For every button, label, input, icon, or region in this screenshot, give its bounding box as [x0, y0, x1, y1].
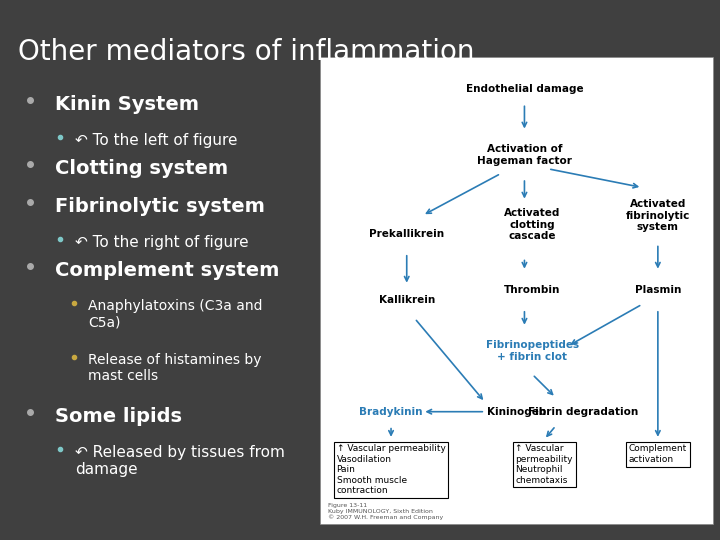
Text: Prekallikrein: Prekallikrein: [369, 229, 444, 239]
Text: ↑ Vascular permeability
Vasodilation
Pain
Smooth muscle
contraction: ↑ Vascular permeability Vasodilation Pai…: [336, 444, 446, 495]
Bar: [320, 57, 713, 524]
Text: ↶ To the left of figure: ↶ To the left of figure: [75, 133, 238, 148]
Text: Activated
fibrinolytic
system: Activated fibrinolytic system: [626, 199, 690, 232]
Text: Activated
clotting
cascade: Activated clotting cascade: [504, 208, 560, 241]
Text: ↶ Released by tissues from
damage: ↶ Released by tissues from damage: [75, 445, 285, 477]
Text: Thrombin: Thrombin: [504, 285, 560, 295]
Text: Some lipids: Some lipids: [55, 407, 182, 426]
Text: Fibrin degradation: Fibrin degradation: [528, 407, 639, 417]
Text: Kinin System: Kinin System: [55, 95, 199, 114]
Text: Endothelial damage: Endothelial damage: [466, 84, 583, 94]
Text: Plasmin: Plasmin: [634, 285, 681, 295]
Text: Kallikrein: Kallikrein: [379, 295, 435, 305]
Text: Complement system: Complement system: [55, 261, 279, 280]
Text: Complement
activation: Complement activation: [629, 444, 687, 464]
Text: Activation of
Hageman factor: Activation of Hageman factor: [477, 144, 572, 166]
Text: Fibrinopeptides
+ fibrin clot: Fibrinopeptides + fibrin clot: [486, 340, 579, 362]
Text: ↑ Vascular
permeability
Neutrophil
chemotaxis: ↑ Vascular permeability Neutrophil chemo…: [516, 444, 573, 484]
Text: Figure 13-11
Kuby IMMUNOLOGY, Sixth Edition
© 2007 W.H. Freeman and Company: Figure 13-11 Kuby IMMUNOLOGY, Sixth Edit…: [328, 503, 444, 520]
Text: Clotting system: Clotting system: [55, 159, 228, 178]
Text: Release of histamines by
mast cells: Release of histamines by mast cells: [88, 353, 261, 383]
Text: Anaphylatoxins (C3a and
C5a): Anaphylatoxins (C3a and C5a): [88, 299, 263, 329]
Text: Bradykinin: Bradykinin: [359, 407, 423, 417]
Text: ↶ To the right of figure: ↶ To the right of figure: [75, 235, 248, 250]
Text: Kininogen: Kininogen: [487, 407, 546, 417]
Text: Other mediators of inflammation: Other mediators of inflammation: [18, 38, 474, 66]
Text: Fibrinolytic system: Fibrinolytic system: [55, 197, 265, 216]
